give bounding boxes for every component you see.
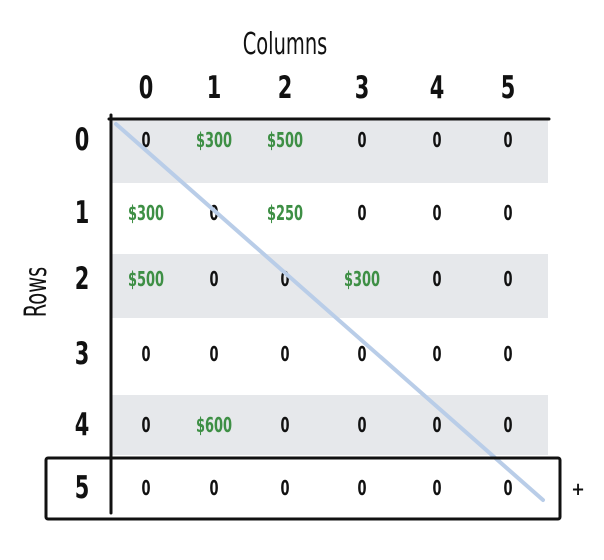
matrix-cell-r0-c0: 0 bbox=[141, 128, 151, 152]
matrix-cell-r3-c2: 0 bbox=[280, 342, 290, 366]
add-row-button[interactable]: + bbox=[571, 479, 585, 500]
matrix-cell-r4-c4: 0 bbox=[432, 413, 442, 437]
matrix-cell-r2-c2: 0 bbox=[280, 267, 290, 291]
row-header-0: 0 bbox=[74, 122, 90, 158]
matrix-cell-r5-c3: 0 bbox=[357, 476, 367, 500]
matrix-cell-r0-c5: 0 bbox=[503, 128, 513, 152]
row-header-1: 1 bbox=[74, 195, 90, 231]
matrix-cell-r3-c5: 0 bbox=[503, 342, 513, 366]
matrix-cell-r0-c1: $300 bbox=[195, 128, 233, 152]
matrix-cell-r4-c2: 0 bbox=[280, 413, 290, 437]
matrix-cell-r5-c2: 0 bbox=[280, 476, 290, 500]
matrix-cell-r4-c0: 0 bbox=[141, 413, 151, 437]
matrix-cell-r1-c0: $300 bbox=[127, 201, 165, 225]
column-header-4: 4 bbox=[429, 70, 445, 106]
matrix-cell-r1-c5: 0 bbox=[503, 201, 513, 225]
matrix-cell-r2-c5: 0 bbox=[503, 267, 513, 291]
row-header-5: 5 bbox=[74, 470, 90, 506]
matrix-cell-r2-c3: $300 bbox=[343, 267, 381, 291]
matrix-cell-r1-c4: 0 bbox=[432, 201, 442, 225]
matrix-cell-r1-c1: 0 bbox=[209, 201, 219, 225]
row-header-2: 2 bbox=[74, 261, 90, 297]
row-header-3: 3 bbox=[74, 336, 90, 372]
matrix-cell-r4-c1: $600 bbox=[195, 413, 233, 437]
column-header-3: 3 bbox=[354, 70, 370, 106]
matrix-cell-r3-c4: 0 bbox=[432, 342, 442, 366]
column-header-1: 1 bbox=[206, 70, 222, 106]
matrix-cell-r5-c5: 0 bbox=[503, 476, 513, 500]
matrix-cell-r5-c1: 0 bbox=[209, 476, 219, 500]
matrix-cell-r4-c3: 0 bbox=[357, 413, 367, 437]
matrix-cell-r0-c3: 0 bbox=[357, 128, 367, 152]
matrix-cell-r1-c3: 0 bbox=[357, 201, 367, 225]
matrix-cell-r2-c4: 0 bbox=[432, 267, 442, 291]
matrix-cell-r3-c0: 0 bbox=[141, 342, 151, 366]
matrix-cell-r0-c2: $500 bbox=[266, 128, 304, 152]
column-header-5: 5 bbox=[500, 70, 516, 106]
matrix-cell-r2-c1: 0 bbox=[209, 267, 219, 291]
column-header-2: 2 bbox=[277, 70, 293, 106]
matrix-cell-r3-c3: 0 bbox=[357, 342, 367, 366]
row-header-4: 4 bbox=[74, 407, 90, 443]
matrix-cell-r5-c0: 0 bbox=[141, 476, 151, 500]
matrix-cell-r2-c0: $500 bbox=[127, 267, 165, 291]
matrix-cell-r1-c2: $250 bbox=[266, 201, 304, 225]
columns-title: Columns bbox=[242, 27, 328, 62]
matrix-cell-r3-c1: 0 bbox=[209, 342, 219, 366]
rows-title: Rows bbox=[19, 266, 54, 318]
matrix-cell-r4-c5: 0 bbox=[503, 413, 513, 437]
column-header-0: 0 bbox=[138, 70, 154, 106]
matrix-cell-r0-c4: 0 bbox=[432, 128, 442, 152]
matrix-cell-r5-c4: 0 bbox=[432, 476, 442, 500]
